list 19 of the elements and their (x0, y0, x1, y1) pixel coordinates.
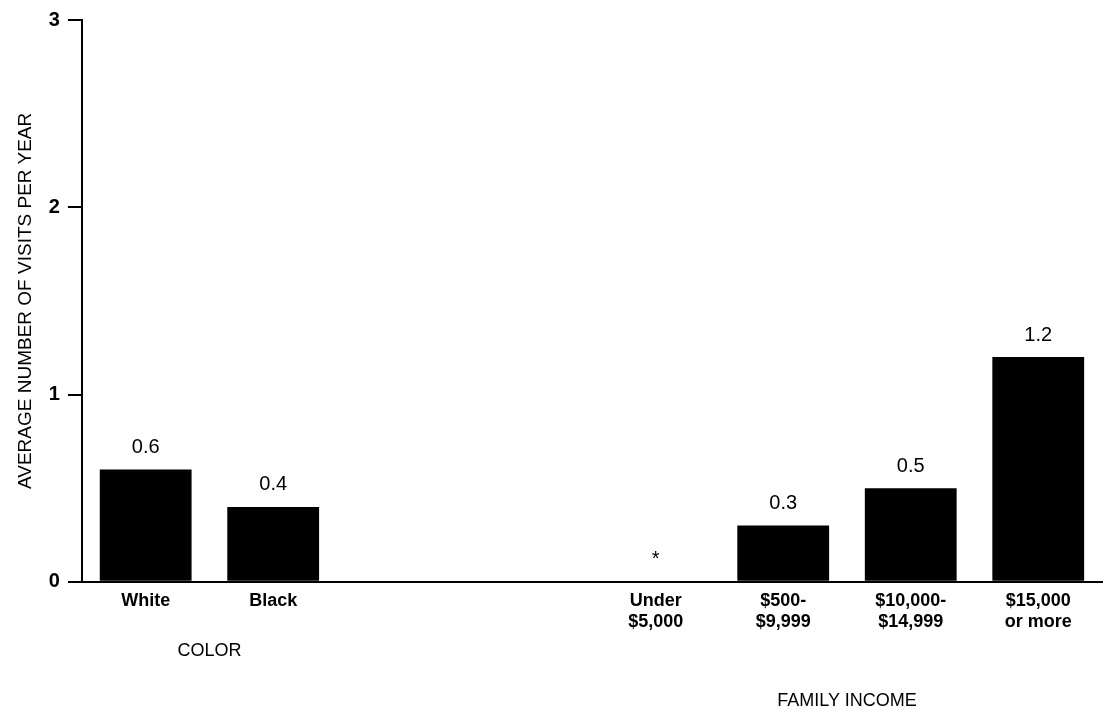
data-label: 1.2 (1024, 322, 1053, 345)
data-label: 0.5 (896, 453, 925, 476)
text: FAMILY INCOME (777, 689, 917, 710)
text: * (651, 547, 660, 570)
x-tick-label: $10,000- $14,999 (875, 589, 947, 632)
y-tick-label: 2 (48, 194, 60, 217)
x-tick-label: $500- $9,999 (755, 589, 811, 632)
y-tick-label: 3 (48, 7, 60, 30)
x-tick-label: White (121, 589, 171, 610)
data-label: 0.3 (769, 491, 798, 514)
y-tick-label: 0 (48, 569, 60, 592)
x-tick-label: Black (249, 589, 299, 610)
y-tick-label: 1 (48, 382, 60, 405)
x-tick-label: Under $5,000 (628, 589, 684, 632)
data-label: 0.4 (259, 472, 288, 495)
data-label: 0.6 (131, 434, 160, 457)
x-tick-label: $15,000 or more (1004, 589, 1072, 632)
y-axis-title: AVERAGE NUMBER OF VISITS PER YEAR (13, 112, 35, 490)
text: COLOR (177, 639, 242, 660)
